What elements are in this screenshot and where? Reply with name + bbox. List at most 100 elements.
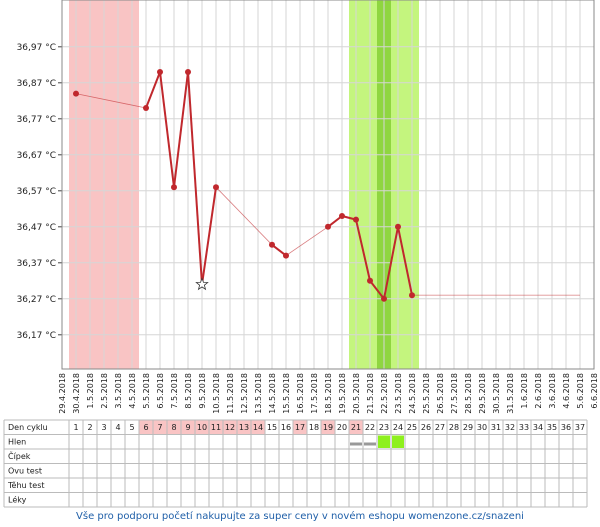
cycle-day: 23 [379,423,389,432]
x-tick-label: 6.5.2018 [156,373,165,409]
x-tick-label: 21.5.2018 [366,373,375,414]
x-tick-label: 30.5.2018 [492,373,501,414]
x-tick-label: 5.5.2018 [142,373,151,409]
cycle-day: 32 [505,423,515,432]
x-tick-label: 23.5.2018 [394,373,403,414]
x-tick-label: 10.5.2018 [212,373,221,414]
y-tick-label: 36,47 °C [17,223,56,233]
temp-point [213,184,219,191]
y-tick-label: 36,17 °C [17,331,56,341]
x-tick-label: 13.5.2018 [254,373,263,414]
cycle-day: 20 [337,423,347,432]
x-tick-label: 3.6.2018 [548,373,557,409]
hlen-mark [350,442,362,446]
cycle-day: 3 [101,423,106,432]
y-tick-label: 36,97 °C [17,43,56,53]
x-tick-label: 2.5.2018 [100,373,109,409]
row-label: Léky [8,495,27,505]
cycle-day: 6 [143,423,148,432]
temp-point [283,252,289,259]
cycle-day: 9 [185,423,190,432]
row-label: Hlen [8,438,26,447]
x-tick-label: 29.4.2018 [58,373,67,414]
x-tick-label: 5.6.2018 [576,373,585,409]
x-tick-label: 30.4.2018 [72,373,81,414]
temp-segment [383,226,399,299]
x-tick-label: 29.5.2018 [478,373,487,414]
y-tick-label: 36,27 °C [17,295,56,305]
row-label: Den cyklu [8,423,48,432]
x-tick-label: 4.6.2018 [562,373,571,409]
temp-segment [285,226,329,256]
cycle-day: 26 [421,423,431,432]
cycle-day: 27 [435,423,445,432]
day-highlight [209,420,223,435]
day-highlight [195,420,209,435]
temp-segment [397,226,413,296]
day-highlight [237,420,251,435]
x-tick-label: 22.5.2018 [380,373,389,414]
day-highlight [139,420,153,435]
hlen-mark [378,435,390,448]
cycle-day: 13 [239,423,249,432]
temp-segment [145,71,161,109]
row-label: Ovu test [8,467,42,476]
x-tick-label: 14.5.2018 [268,373,277,414]
footer-link[interactable]: Vše pro podporu početí nakupujte za supe… [76,511,524,522]
cycle-day: 35 [547,423,557,432]
cycle-day: 25 [407,423,417,432]
day-highlight [223,420,237,435]
temp-segment [187,71,203,285]
x-tick-label: 24.5.2018 [408,373,417,414]
x-tick-label: 31.5.2018 [506,373,515,414]
cycle-day: 2 [87,423,92,432]
temp-point [269,241,275,248]
cycle-day: 19 [323,423,333,432]
cycle-day: 4 [115,423,120,432]
temp-segment [215,186,273,246]
temp-point [185,69,191,75]
cycle-day: 33 [519,423,529,432]
y-tick-label: 36,87 °C [17,79,56,89]
temp-segment [159,71,175,188]
x-tick-label: 17.5.2018 [310,373,319,414]
day-highlight [321,420,335,435]
x-tick-label: 26.5.2018 [436,373,445,414]
x-tick-label: 27.5.2018 [450,373,459,414]
x-tick-label: 18.5.2018 [324,373,333,414]
y-tick-label: 36,67 °C [17,151,56,161]
cycle-day: 22 [365,423,375,432]
x-tick-label: 11.5.2018 [226,373,235,414]
x-tick-label: 20.5.2018 [352,373,361,414]
cycle-day: 34 [533,423,543,432]
cycle-day: 29 [463,423,473,432]
temp-segment [201,187,217,285]
temp-point-excluded [195,277,209,291]
cycle-day: 24 [393,423,403,432]
temp-point [409,292,415,299]
temp-point [73,90,79,97]
x-tick-label: 28.5.2018 [464,373,473,414]
x-tick-label: 6.6.2018 [590,373,599,409]
x-tick-label: 4.5.2018 [128,373,137,409]
x-tick-label: 1.6.2018 [520,373,529,409]
x-tick-label: 8.5.2018 [184,373,193,409]
cycle-day: 28 [449,423,459,432]
temp-point [339,213,345,219]
row-label: Čípek [8,450,31,461]
day-highlight [349,420,363,435]
cycle-day: 36 [561,423,571,432]
cycle-day: 11 [211,423,221,432]
temp-point [395,223,401,230]
cycle-day: 15 [267,423,277,432]
x-tick-label: 2.6.2018 [534,373,543,409]
cycle-day: 16 [281,423,291,432]
cycle-day: 14 [253,423,263,432]
day-highlight [293,420,307,435]
y-tick-label: 36,37 °C [17,259,56,269]
day-highlight [181,420,195,435]
x-tick-label: 1.5.2018 [86,373,95,409]
x-tick-label: 25.5.2018 [422,373,431,414]
temp-point [381,295,387,302]
